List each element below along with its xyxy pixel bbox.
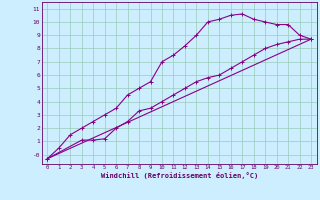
X-axis label: Windchill (Refroidissement éolien,°C): Windchill (Refroidissement éolien,°C) [100,172,258,179]
